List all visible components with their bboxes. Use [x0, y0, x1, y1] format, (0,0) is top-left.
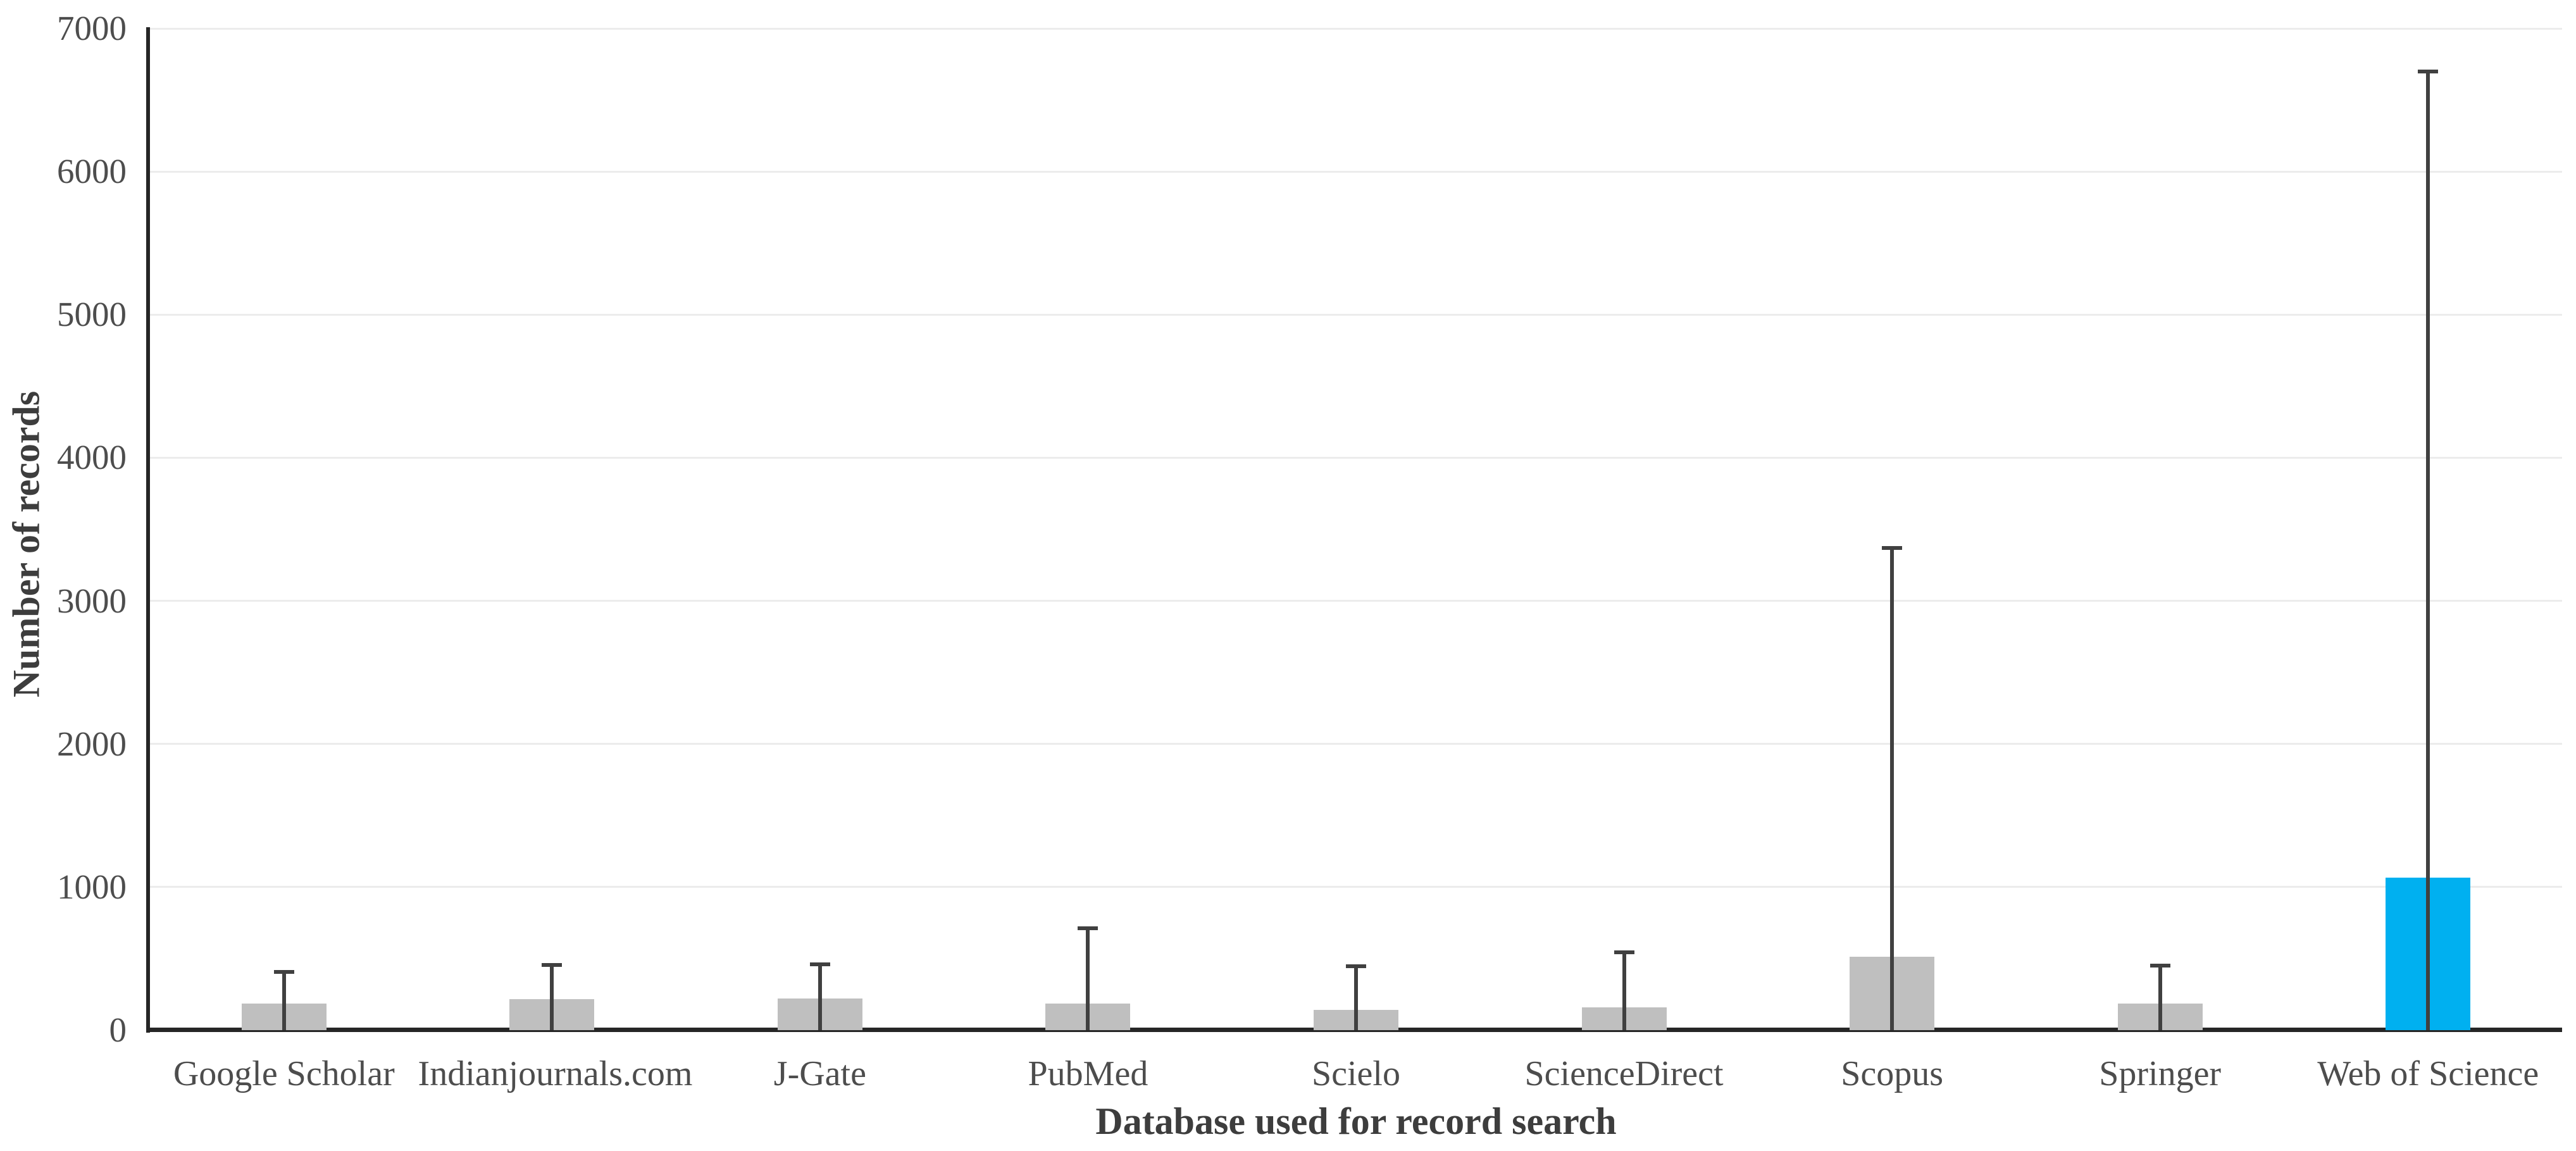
category-label: Web of Science [2317, 1054, 2539, 1093]
y-tick-label: 6000 [57, 152, 127, 191]
error-bar [818, 964, 822, 1030]
category-label: Indianjournals.com [418, 1054, 693, 1093]
error-bar-cap [273, 970, 294, 974]
gridline [150, 600, 2562, 602]
error-bar-cap [542, 963, 563, 967]
y-tick-label: 5000 [57, 295, 127, 334]
y-tick-label: 1000 [57, 867, 127, 906]
error-bar-cap [809, 962, 830, 966]
error-bar-cap [1346, 964, 1366, 969]
error-bar-cap [1882, 545, 1903, 550]
y-tick-label: 2000 [57, 724, 127, 763]
y-tick-label: 3000 [57, 581, 127, 620]
error-bar [282, 972, 286, 1030]
category-label: Scielo [1312, 1054, 1400, 1093]
error-bar [1354, 966, 1358, 1030]
category-label: Scopus [1841, 1054, 1943, 1093]
error-bar [2158, 966, 2162, 1030]
error-bar-cap [1078, 926, 1098, 931]
y-tick-label: 7000 [57, 9, 127, 47]
category-label: PubMed [1028, 1054, 1148, 1093]
y-tick-label: 4000 [57, 438, 127, 477]
category-label: ScienceDirect [1524, 1054, 1724, 1093]
error-bar-cap [1614, 950, 1634, 954]
error-bar-cap [2150, 964, 2170, 968]
error-bar [2426, 71, 2430, 1030]
y-tick-label: 0 [109, 1011, 127, 1049]
gridline [150, 313, 2562, 316]
x-axis-title: Database used for record search [1095, 1100, 1617, 1142]
category-label: J-Gate [773, 1054, 866, 1093]
gridline [150, 27, 2562, 30]
gridline [150, 743, 2562, 745]
y-axis-line [146, 27, 150, 1033]
plot-area: 0 1000 2000 3000 4000 5000 6000 7000 Google Scho… [57, 9, 2562, 1093]
error-bar [1890, 547, 1895, 1030]
error-bar-cap [2418, 69, 2439, 73]
error-bar [550, 965, 554, 1030]
category-label: Springer [2099, 1054, 2222, 1093]
error-bar [1622, 952, 1626, 1030]
category-label: Google Scholar [173, 1054, 395, 1093]
gridline [150, 456, 2562, 459]
error-bar [1086, 928, 1090, 1030]
gridline [150, 886, 2562, 888]
gridline [150, 170, 2562, 173]
